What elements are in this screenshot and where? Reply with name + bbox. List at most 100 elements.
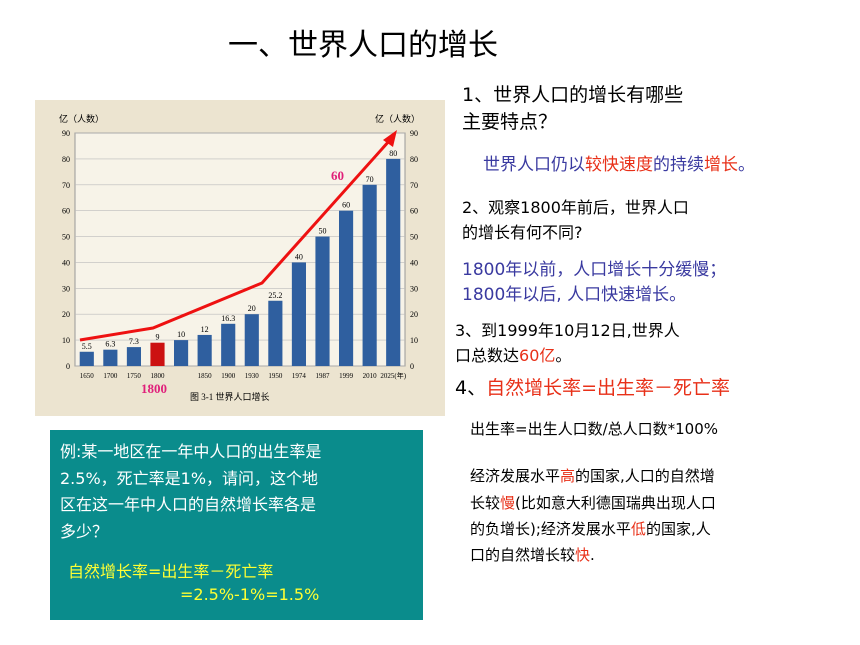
chart: 亿（人数） 亿（人数） 0 0 10 10 20 20 30 30 40 40 50 50 60 60 70 70… (35, 100, 445, 416)
y-tick-label: 20 (62, 310, 70, 319)
arrow-head (383, 130, 397, 147)
data-label: 20 (248, 304, 256, 313)
text: 的持续 (653, 155, 704, 175)
y2-tick-label: 60 (410, 207, 418, 216)
bar (268, 300, 283, 366)
y2-tick-label: 50 (410, 233, 418, 242)
plot-area (74, 132, 406, 367)
highlight: 高 (560, 467, 576, 485)
data-label: 50 (319, 227, 327, 236)
question: 2、观察1800年前后，世界人口 (462, 198, 689, 217)
data-label: 16.3 (221, 314, 235, 323)
data-label: 6.3 (105, 340, 115, 349)
data-label: 10 (177, 330, 185, 339)
text: 口总数达 (455, 346, 520, 365)
y-tick-label: 60 (62, 207, 70, 216)
paragraph-line: 的负增长);经济发展水平低的国家,人 (470, 518, 711, 539)
text: 4、 (455, 377, 487, 399)
y2-tick-label: 40 (410, 258, 418, 267)
text: 。 (555, 346, 572, 365)
bar (197, 334, 212, 366)
answer: 1800年以前，人口增长十分缓慢； (462, 260, 727, 280)
x-tick-label: 2025(年) (380, 371, 406, 380)
data-label: 40 (295, 252, 303, 261)
y-tick-label: 0 (66, 362, 70, 371)
y2-axis-label: 亿（人数） (375, 113, 420, 124)
text: (比如意大利德国瑞典出现人口 (515, 494, 716, 512)
bar (174, 340, 189, 366)
paragraph-line: 长较慢(比如意大利德国瑞典出现人口 (470, 492, 716, 513)
bar (386, 158, 401, 366)
x-tick-label: 1974 (292, 372, 307, 380)
question: 主要特点？ (462, 111, 558, 133)
text: 长较 (470, 494, 501, 512)
x-tick-label: 1800 (151, 372, 166, 380)
text: 的负增长);经济发展水平 (470, 520, 631, 538)
trend-arrow (79, 138, 392, 342)
bar (244, 314, 259, 366)
bar (362, 184, 377, 366)
slide-title: 一、世界人口的增长 (228, 28, 498, 63)
y-tick-label: 50 (62, 233, 70, 242)
y2-tick-label: 30 (410, 284, 418, 293)
y2-tick-label: 10 (410, 336, 418, 345)
bar (79, 351, 94, 366)
y-tick-label: 10 (62, 336, 70, 345)
y-tick-label: 90 (62, 129, 70, 138)
data-label: 5.5 (82, 342, 92, 351)
paragraph-line: 口的自然增长较快. (470, 544, 595, 565)
x-tick-label: 1700 (103, 372, 118, 380)
y-tick-label: 30 (62, 284, 70, 293)
x-tick-label: 1750 (127, 372, 142, 380)
x-tick-label: 1900 (221, 372, 236, 380)
y2-tick-label: 70 (410, 181, 418, 190)
data-label: 9 (156, 333, 160, 342)
x-tick-label: 1850 (198, 372, 213, 380)
example-box: 例:某一地区在一年中人口的出生率是 2.5%，死亡率是1%，请问，这个地 区在这… (50, 430, 423, 620)
formula: 出生率=出生人口数/总人口数*100% (470, 420, 719, 438)
bar (126, 347, 141, 366)
data-label: 25.2 (268, 291, 282, 300)
y2-tick-label: 0 (410, 362, 414, 371)
bar (150, 342, 165, 366)
answer: 世界人口仍以较快速度的持续增长。 (483, 150, 755, 175)
y-tick-label: 80 (62, 155, 70, 164)
x-tick-label: 1987 (316, 372, 331, 380)
y2-tick-label: 20 (410, 310, 418, 319)
highlight: 增长 (704, 155, 738, 175)
bar (291, 262, 306, 366)
data-label: 80 (389, 149, 397, 158)
bar (315, 236, 330, 366)
bar (103, 349, 118, 366)
question: 3、到1999年10月12日,世界人 (455, 321, 680, 340)
x-tick-label: 1930 (245, 372, 259, 380)
highlight: 自然增长率=出生率－死亡率 (486, 377, 731, 399)
x-tick-label: 2010 (363, 372, 378, 380)
x-tick-label: 1650 (80, 372, 95, 380)
paragraph-line: 经济发展水平高的国家,人口的自然增 (470, 465, 715, 486)
example-line: 多少？ (60, 522, 109, 541)
example-line: 例:某一地区在一年中人口的出生率是 (60, 442, 322, 461)
x-tick-label: 1950 (268, 372, 283, 380)
question: 4、自然增长率=出生率－死亡率 (455, 373, 730, 400)
example-answer: 自然增长率=出生率－死亡率 (68, 562, 274, 581)
text: 的国家,人口的自然增 (575, 467, 715, 485)
data-label: 60 (342, 201, 350, 210)
highlight: 慢 (500, 494, 516, 512)
bar (221, 323, 236, 366)
bar (339, 210, 354, 366)
highlight: 60亿 (519, 346, 556, 365)
question: 1、世界人口的增长有哪些 (462, 84, 684, 106)
y2-tick-label: 80 (410, 155, 418, 164)
caption: 图 3-1 世界人口增长 (190, 391, 270, 402)
data-label: 12 (201, 325, 209, 334)
text: . (590, 546, 595, 564)
text: 口的自然增长较 (470, 546, 576, 564)
highlight: 低 (630, 520, 646, 538)
y-tick-label: 70 (62, 181, 70, 190)
example-answer: =2.5%-1%=1.5% (180, 585, 320, 604)
y2-tick-label: 90 (410, 129, 418, 138)
question: 口总数达60亿。 (455, 342, 571, 366)
annotation: 60 (331, 168, 344, 183)
text: 经济发展水平 (470, 467, 561, 485)
